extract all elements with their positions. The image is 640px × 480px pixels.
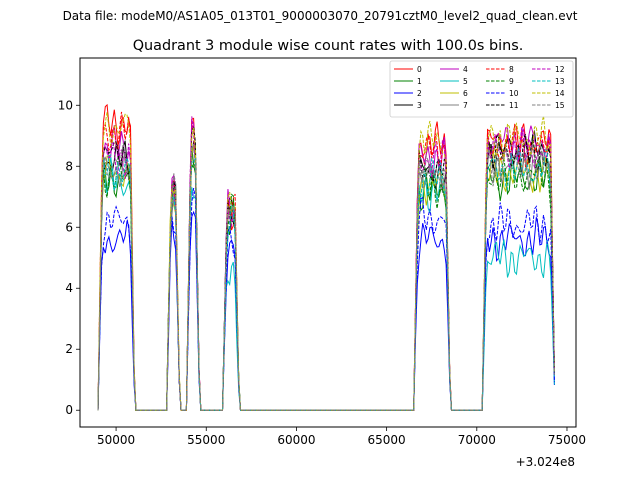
legend-label-1: 1 — [417, 77, 422, 86]
series-line-2 — [97, 210, 555, 411]
legend-label-0: 0 — [417, 65, 422, 74]
legend-label-6: 6 — [463, 89, 468, 98]
y-tick-label: 2 — [65, 342, 73, 356]
series-layer — [97, 103, 555, 411]
chart-suptitle: Data file: modeM0/AS1A05_013T01_90000030… — [63, 9, 578, 23]
series-line-15 — [97, 143, 555, 411]
y-tick-label: 4 — [65, 281, 73, 295]
y-tick-label: 0 — [65, 403, 73, 417]
legend-label-4: 4 — [463, 65, 468, 74]
legend-label-11: 11 — [509, 101, 519, 110]
y-axis: 0 2 4 6 8 10 — [58, 98, 80, 417]
series-line-14 — [97, 112, 555, 411]
legend-label-9: 9 — [509, 77, 514, 86]
plot-frame — [79, 57, 577, 428]
legend-label-13: 13 — [555, 77, 565, 86]
x-axis: 50000 55000 60000 65000 70000 75000 — [97, 427, 586, 447]
chart-title: Quadrant 3 module wise count rates with … — [133, 38, 524, 54]
legend-label-3: 3 — [417, 101, 422, 110]
x-tick-label: 65000 — [368, 433, 406, 447]
y-tick-label: 6 — [65, 220, 73, 234]
legend-label-2: 2 — [417, 89, 422, 98]
legend-label-10: 10 — [509, 89, 519, 98]
x-tick-label: 70000 — [458, 433, 496, 447]
y-tick-label: 8 — [65, 159, 73, 173]
legend-label-7: 7 — [463, 101, 468, 110]
x-tick-label: 60000 — [277, 433, 315, 447]
legend-label-5: 5 — [463, 77, 468, 86]
legend-label-8: 8 — [509, 65, 514, 74]
x-offset-label: +3.024e8 — [516, 455, 575, 469]
x-tick-label: 55000 — [187, 433, 225, 447]
x-tick-label: 75000 — [548, 433, 586, 447]
legend-box — [389, 60, 574, 118]
x-tick-label: 50000 — [97, 433, 135, 447]
legend-label-15: 15 — [555, 101, 565, 110]
legend-label-12: 12 — [555, 65, 565, 74]
y-tick-label: 10 — [58, 98, 73, 112]
legend-label-14: 14 — [555, 89, 565, 98]
